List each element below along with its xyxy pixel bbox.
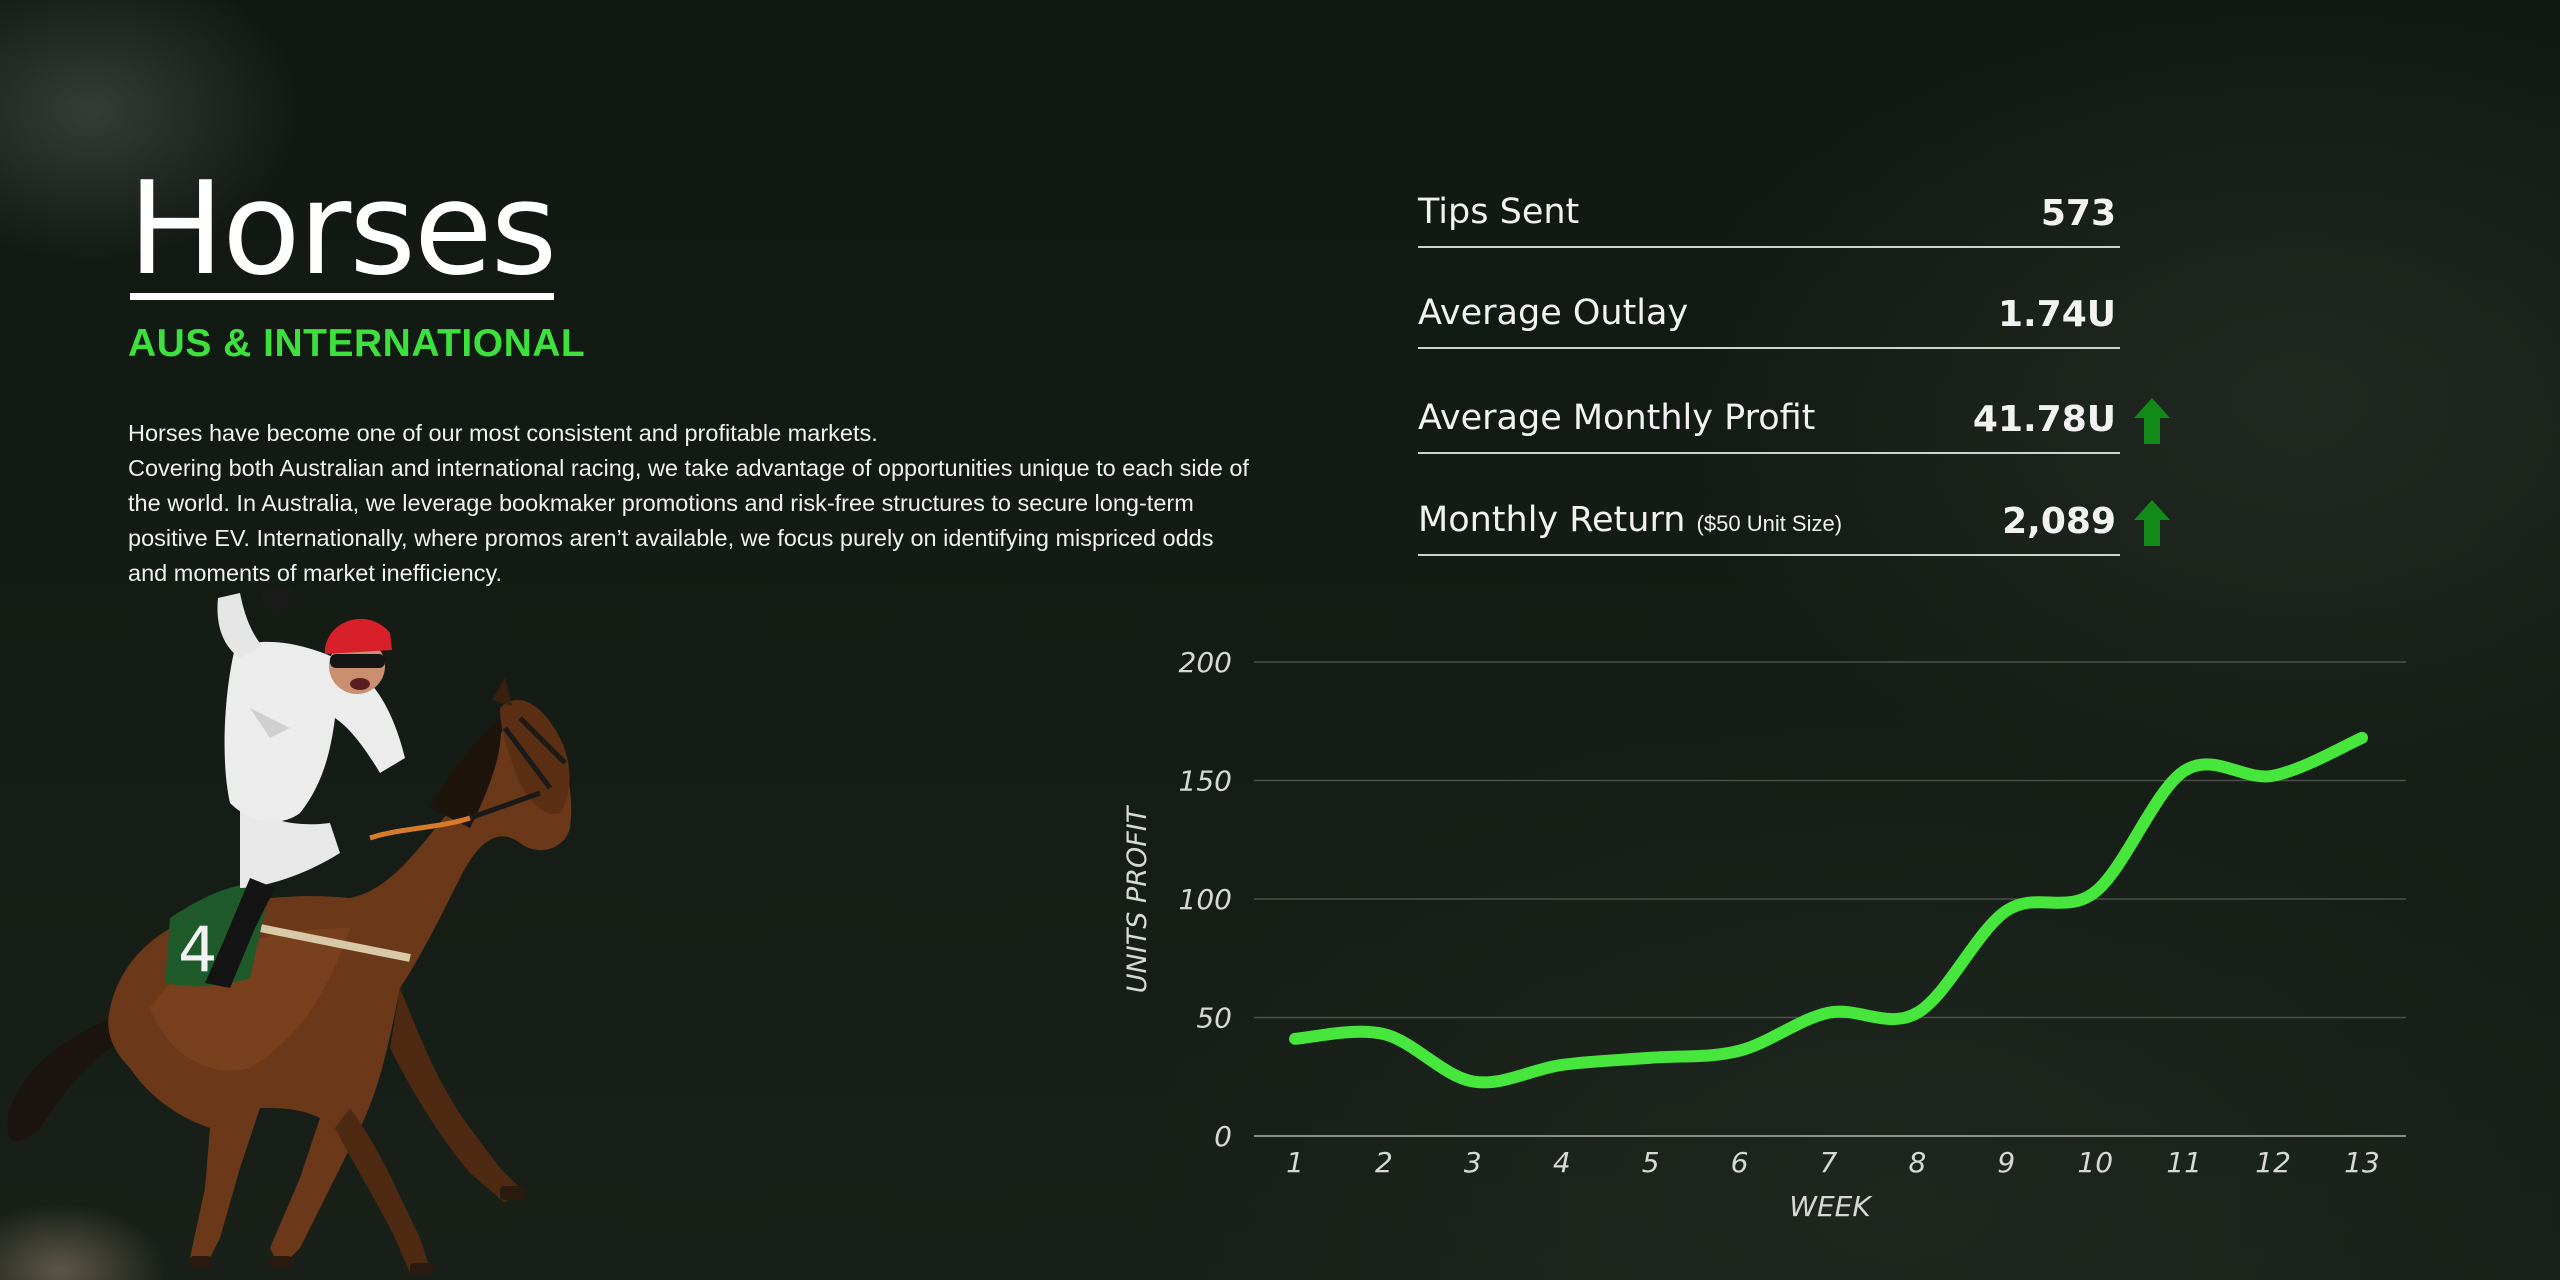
stat-sublabel: ($50 Unit Size) <box>1696 511 1843 536</box>
x-tick-label: 5 <box>1642 1146 1660 1179</box>
series-line <box>1289 731 2368 1089</box>
page-subtitle: AUS & INTERNATIONAL <box>128 322 586 365</box>
x-tick-label: 13 <box>2344 1146 2380 1179</box>
x-tick-label: 10 <box>2077 1146 2113 1179</box>
page-title: Horses <box>128 155 557 304</box>
x-tick-label: 2 <box>1375 1146 1393 1179</box>
stat-value: 41.78U <box>1972 399 2116 440</box>
x-tick-label: 6 <box>1731 1146 1749 1179</box>
y-tick-label: 50 <box>1196 1002 1232 1035</box>
description-line-1: Horses have become one of our most consi… <box>128 420 878 446</box>
stat-row-average-monthly-profit: Average Monthly Profit 41.78U <box>1418 374 2120 454</box>
x-tick-label: 1 <box>1286 1146 1304 1179</box>
x-tick-label: 4 <box>1553 1146 1571 1179</box>
y-tick-label: 150 <box>1179 765 1232 798</box>
stat-row-average-outlay: Average Outlay 1.74U <box>1418 269 2120 349</box>
description: Horses have become one of our most consi… <box>128 416 1258 591</box>
stat-value: 2,089 <box>2002 501 2116 542</box>
x-tick-label: 3 <box>1464 1146 1482 1179</box>
x-tick-label: 12 <box>2255 1146 2291 1179</box>
stat-row-monthly-return: Monthly Return ($50 Unit Size) 2,089 <box>1418 476 2120 556</box>
y-axis-label: UNITS PROFIT <box>1122 804 1153 993</box>
stat-label: Average Outlay <box>1418 293 1689 333</box>
jockey-racehorse-illustration: 4 <box>7 588 572 1275</box>
y-tick-label: 0 <box>1214 1120 1232 1153</box>
x-tick-label: 9 <box>1997 1146 2015 1179</box>
x-tick-label: 11 <box>2166 1146 2202 1179</box>
stat-label: Average Monthly Profit <box>1418 398 1816 438</box>
title-underline <box>130 293 554 300</box>
x-axis-label: WEEK <box>1789 1190 1873 1223</box>
stat-label: Monthly Return ($50 Unit Size) <box>1418 500 1843 540</box>
units-profit-chart: 0 50 100 150 200 1 2 3 4 5 6 7 8 9 10 11 12 13 WEEK UNITS P… <box>1100 620 2420 1244</box>
up-arrow-icon <box>2134 398 2170 444</box>
stat-row-tips-sent: Tips Sent 573 <box>1418 168 2120 248</box>
up-arrow-icon <box>2134 500 2170 546</box>
stat-value: 573 <box>2040 193 2116 234</box>
x-tick-label: 8 <box>1909 1146 1927 1179</box>
x-tick-label: 7 <box>1820 1146 1838 1179</box>
stat-value: 1.74U <box>1997 294 2116 335</box>
description-line-2: Covering both Australian and internation… <box>128 455 1249 586</box>
y-tick-label: 100 <box>1179 883 1232 916</box>
y-tick-label: 200 <box>1179 646 1232 679</box>
stat-label: Tips Sent <box>1418 192 1580 232</box>
